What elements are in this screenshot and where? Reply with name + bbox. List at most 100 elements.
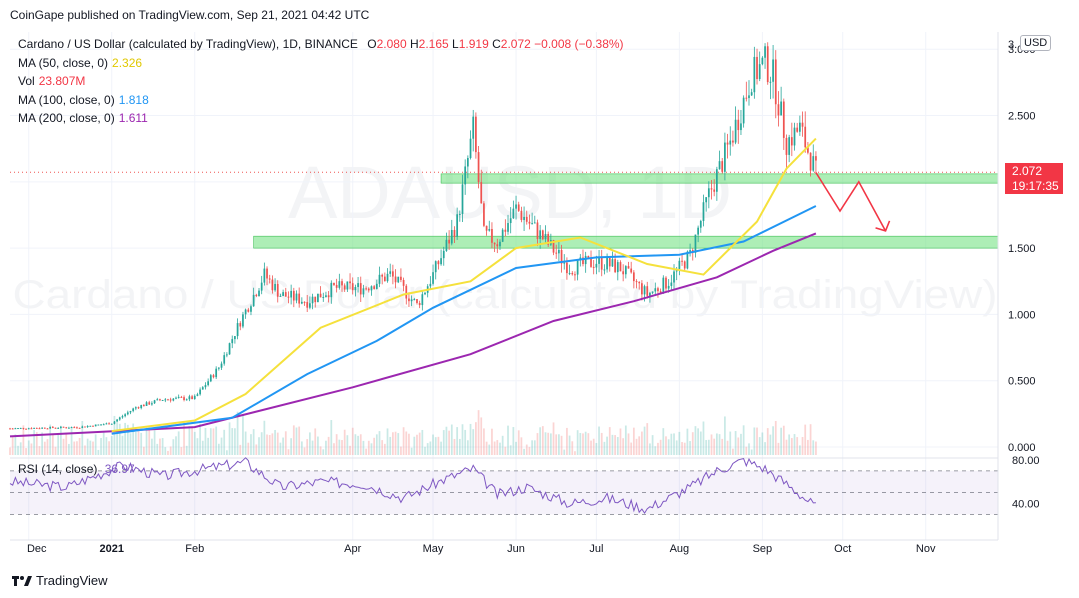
time-tick-label: Nov (916, 543, 936, 555)
tradingview-logo[interactable]: TradingView (12, 573, 108, 588)
volume-bar (319, 446, 322, 455)
volume-bars (9, 410, 817, 455)
volume-bar (116, 419, 118, 455)
candle-body (349, 281, 351, 284)
candle-body (458, 213, 461, 215)
rsi-value: 36.97 (104, 462, 135, 476)
volume-bar (812, 440, 815, 455)
publisher-line: CoinGape published on TradingView.com, S… (10, 8, 370, 22)
candle-body (793, 127, 796, 146)
volume-bar (38, 446, 41, 455)
candle-body (137, 407, 140, 409)
candle-body (726, 142, 729, 145)
price-tick-label: 2.500 (1008, 111, 1036, 123)
volume-bar (782, 425, 785, 455)
volume-bar (724, 416, 726, 455)
candle-body (220, 363, 223, 368)
watermark-name: Cardano / US Dollar (calculated by Tradi… (13, 273, 998, 317)
candle-body (25, 428, 27, 430)
volume-bar (667, 439, 670, 455)
candle-body (27, 428, 30, 430)
candle-body (11, 428, 14, 430)
legend-symbol-row: Cardano / US Dollar (calculated by Tradi… (18, 35, 624, 54)
volume-bar (649, 443, 651, 455)
time-tick-label: Jul (589, 543, 603, 555)
candle-body (507, 223, 509, 232)
volume-bar (309, 432, 311, 455)
candle-body (292, 290, 295, 301)
candle-body (38, 428, 41, 430)
volume-bar (517, 430, 520, 455)
volume-bar (183, 421, 185, 455)
candle-body (571, 273, 574, 275)
candle-body (418, 302, 421, 306)
volume-bar (608, 427, 611, 455)
candle-body (608, 257, 611, 267)
candle-body (333, 282, 335, 285)
volume-bar (22, 425, 25, 455)
legend-ma100-row[interactable]: MA (100, close, 0) 1.818 (18, 91, 624, 110)
candle-body (659, 291, 662, 294)
volume-bar (17, 445, 19, 455)
volume-bar (678, 431, 681, 455)
candle-body (212, 375, 215, 378)
candle-body (405, 285, 408, 299)
legend-ma200-row[interactable]: MA (200, close, 0) 1.611 (18, 109, 624, 128)
volume-bar (710, 434, 713, 455)
volume-bar (713, 438, 716, 455)
candle-body (815, 156, 817, 161)
rsi-line (9, 457, 816, 515)
volume-bar (76, 441, 78, 455)
candle-body (172, 398, 175, 401)
candle-body (713, 189, 716, 192)
rsi-legend[interactable]: RSI (14, close) 36.97 (18, 462, 135, 476)
volume-bar (491, 428, 493, 455)
grid (10, 32, 998, 540)
volume-bar (263, 420, 266, 455)
volume-bar (541, 426, 544, 455)
candle-body (209, 375, 212, 382)
volume-bar (156, 443, 159, 455)
volume-bar (373, 437, 376, 455)
candle-body (748, 95, 750, 99)
volume-bar (145, 425, 148, 455)
volume-bar (86, 438, 89, 455)
volume-bar (619, 428, 622, 455)
time-tick-label: Aug (670, 543, 690, 555)
candle-body (737, 119, 740, 131)
candle-body (33, 427, 35, 429)
volume-bar (761, 432, 764, 455)
ma200-value: 1.611 (118, 111, 148, 125)
volume-bar (432, 434, 434, 455)
volume-bar (603, 441, 606, 455)
legend-vol-row[interactable]: Vol 23.807M (18, 72, 624, 91)
volume-bar (453, 438, 456, 455)
currency-button[interactable]: USD (1020, 35, 1052, 51)
candle-body (453, 229, 456, 237)
volume-bar (325, 440, 327, 455)
symbol-title[interactable]: Cardano / US Dollar (calculated by Tradi… (18, 37, 358, 51)
candle-body (381, 274, 384, 277)
candle-body (62, 426, 65, 428)
candle-body (255, 294, 258, 297)
candle-body (94, 424, 97, 427)
volume-bar (622, 438, 625, 455)
volume-bar (268, 435, 271, 455)
legend-ma50-row[interactable]: MA (50, close, 0) 2.326 (18, 54, 624, 73)
candle-body (65, 427, 68, 429)
volume-bar (276, 432, 279, 455)
candle-body (378, 274, 381, 284)
volume-bar (600, 432, 603, 455)
candle-body (432, 272, 434, 284)
candle-body (57, 427, 60, 429)
volume-bar (715, 433, 718, 455)
candle-body (541, 230, 544, 240)
volume-bar (231, 428, 234, 455)
candle-body (153, 400, 156, 404)
volume-bar (185, 445, 188, 455)
volume-bar (370, 443, 373, 455)
candle-body (35, 427, 38, 429)
candle-body (416, 299, 418, 303)
candle-body (796, 127, 799, 132)
